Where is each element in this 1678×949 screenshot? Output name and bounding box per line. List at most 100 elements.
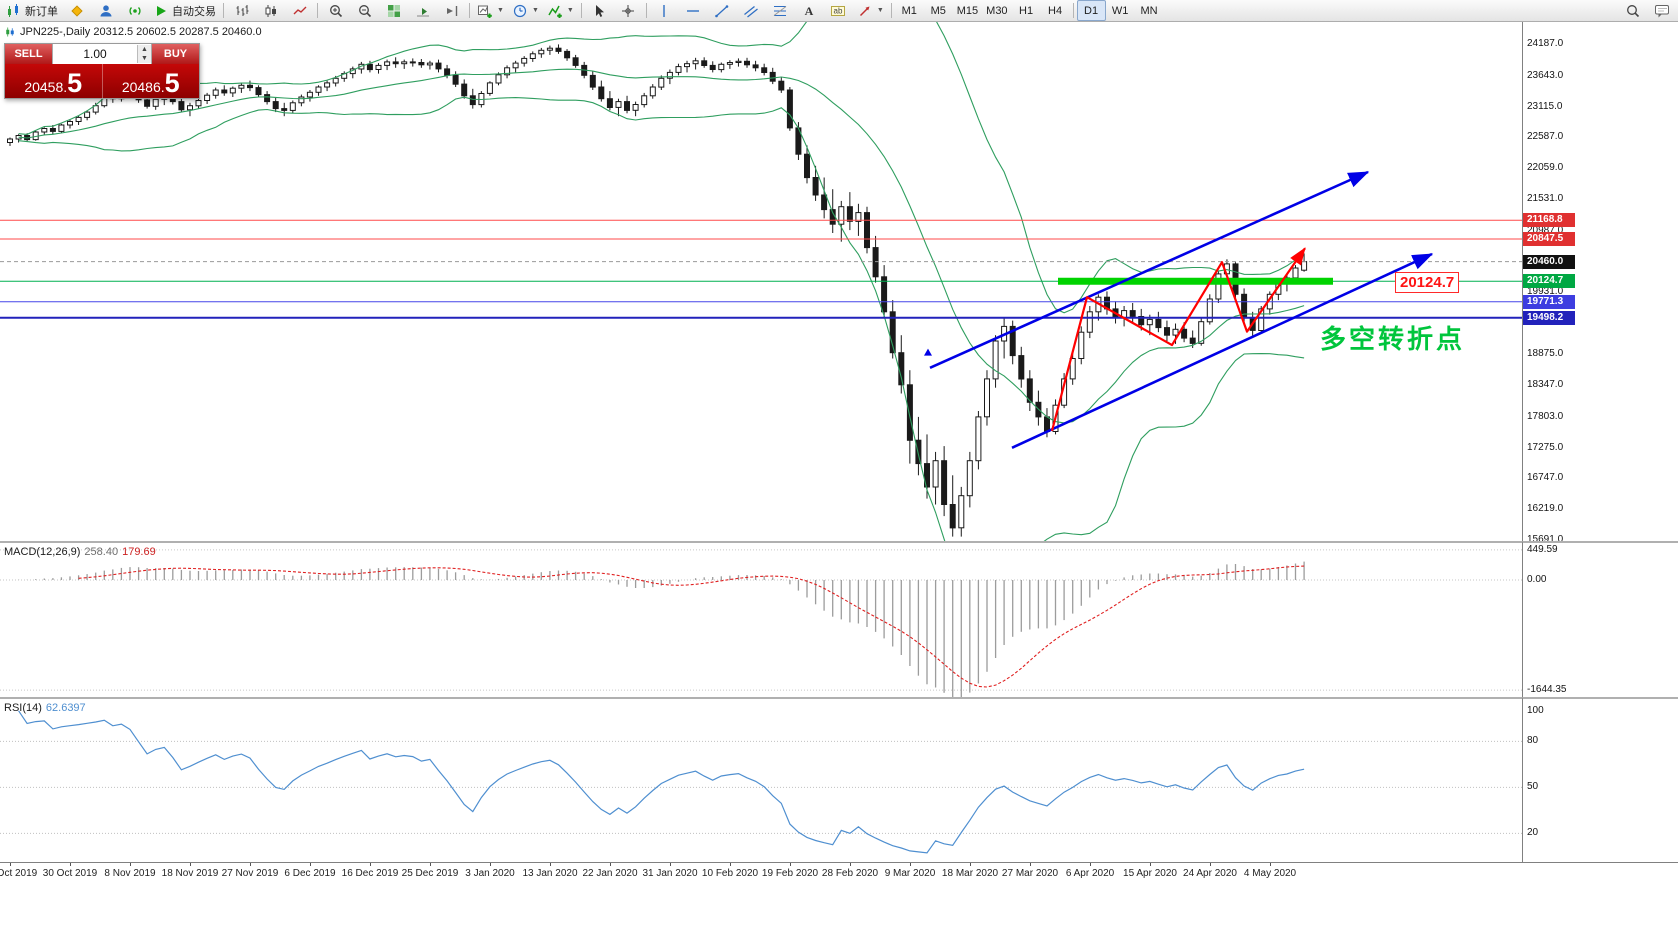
- spinner-down-icon[interactable]: ▼: [138, 54, 151, 63]
- time-tick-label: 25 Dec 2019: [401, 868, 459, 879]
- level-price-tag: 21168.8: [1523, 213, 1575, 227]
- periods-button[interactable]: ▼: [508, 0, 543, 21]
- candle-body: [1129, 310, 1136, 317]
- sell-button[interactable]: SELL: [5, 44, 52, 64]
- rsi-value: 62.6397: [45, 702, 86, 714]
- candle-body: [1138, 316, 1145, 326]
- current-price-tag: 20460.0: [1523, 255, 1575, 269]
- candle-body: [546, 47, 553, 51]
- rsi-panel[interactable]: RSI(14) 62.6397: [0, 697, 1522, 862]
- candle-body: [392, 61, 399, 65]
- toolbar-separator: [223, 3, 224, 18]
- mql5-community-button[interactable]: [62, 0, 91, 21]
- chat-button[interactable]: [1647, 0, 1676, 21]
- timeframe-h4-label: H4: [1048, 4, 1063, 17]
- zigzag-annotation[interactable]: [1050, 247, 1306, 432]
- time-tick: [250, 863, 251, 866]
- search-button[interactable]: [1618, 0, 1647, 21]
- horizontal-line-button[interactable]: [679, 0, 708, 21]
- turning-point-annotation[interactable]: 多空转折点: [1320, 324, 1466, 354]
- candle-body: [221, 89, 228, 94]
- macd-canvas[interactable]: [0, 543, 1522, 697]
- time-tick-label: 13 Jan 2020: [522, 868, 578, 879]
- spinner-up-icon[interactable]: ▲: [138, 45, 151, 54]
- timeframe-m1-button[interactable]: M1: [895, 0, 924, 21]
- buy-price[interactable]: 20486. 5: [101, 64, 200, 98]
- price-axis[interactable]: 24187.0 23643.0 23115.0 22587.0 22059.0 21531…: [1522, 22, 1678, 541]
- market-news-button[interactable]: [120, 0, 149, 21]
- timeframe-m5-button[interactable]: M5: [924, 0, 953, 21]
- fibonacci-retracement-button[interactable]: [766, 0, 795, 21]
- candle-body: [949, 504, 956, 529]
- user-profile-button[interactable]: [91, 0, 120, 21]
- arrows-button[interactable]: ▼: [853, 0, 888, 21]
- macd-header: MACD(12,26,9) 258.40 179.69: [4, 546, 156, 558]
- trendline-button[interactable]: [708, 0, 737, 21]
- macd-panel[interactable]: MACD(12,26,9) 258.40 179.69: [0, 541, 1522, 697]
- chart-symbol-icon: [6, 27, 14, 37]
- candle-body: [958, 495, 965, 529]
- zoom-out-button[interactable]: [350, 0, 379, 21]
- candle-body: [332, 77, 339, 84]
- vertical-line-button[interactable]: [650, 0, 679, 21]
- timeframe-w1-button[interactable]: W1: [1106, 0, 1135, 21]
- rsi-canvas[interactable]: [0, 699, 1522, 862]
- chart-shift-button[interactable]: [437, 0, 466, 21]
- candle-body: [1009, 325, 1016, 357]
- timeframe-h4-button[interactable]: H4: [1041, 0, 1070, 21]
- main-chart-panel[interactable]: JPN225-,Daily 20312.5 20602.5 20287.5 20…: [0, 22, 1522, 541]
- text-button[interactable]: A: [795, 0, 824, 21]
- time-tick-label: 16 Dec 2019: [341, 868, 399, 879]
- trend-channel-line[interactable]: [929, 170, 1370, 369]
- zoom-in-icon: [329, 4, 342, 17]
- auto-trading-button[interactable]: 自动交易: [149, 0, 220, 21]
- chart-line-button[interactable]: [285, 0, 314, 21]
- templates-button[interactable]: ▼: [543, 0, 578, 21]
- tile-windows-button[interactable]: [379, 0, 408, 21]
- time-tick-label: 21 Oct 2019: [0, 868, 38, 879]
- lot-spinner[interactable]: ▲ ▼: [137, 45, 151, 63]
- equidistant-channel-button[interactable]: [737, 0, 766, 21]
- main-chart-canvas[interactable]: [0, 22, 1522, 541]
- axis-tick-label: 23115.0: [1527, 101, 1563, 112]
- candle-body: [812, 177, 819, 196]
- candle-body: [589, 74, 596, 88]
- timeframe-m15-button[interactable]: M15: [953, 0, 982, 21]
- crosshair-button[interactable]: [614, 0, 643, 21]
- zoom-in-button[interactable]: [321, 0, 350, 21]
- candle-body: [281, 108, 288, 111]
- chart-bars-button[interactable]: [227, 0, 256, 21]
- candle-body: [769, 71, 776, 82]
- level-price-tag: 20124.7: [1523, 274, 1575, 288]
- timeframe-m30-button[interactable]: M30: [982, 0, 1011, 21]
- sell-price[interactable]: 20458. 5: [5, 64, 102, 98]
- buy-button[interactable]: BUY: [152, 44, 199, 64]
- timeframe-mn-button[interactable]: MN: [1135, 0, 1164, 21]
- macd-axis[interactable]: 449.59 0.00 -1644.35: [1522, 541, 1678, 697]
- timeframe-d1-button[interactable]: D1: [1076, 0, 1106, 21]
- play-icon: [157, 5, 166, 16]
- price-callout-label[interactable]: 20124.7: [1395, 272, 1460, 293]
- cursor-icon: [596, 4, 605, 17]
- candle-body: [889, 311, 896, 354]
- candle-body: [744, 60, 750, 66]
- text-label-button[interactable]: ab: [824, 0, 853, 21]
- new-chart-button[interactable]: ▼: [473, 0, 508, 21]
- cursor-button[interactable]: [585, 0, 614, 21]
- up-arrow-marker[interactable]: [924, 348, 932, 356]
- new-order-button[interactable]: 新订单: [2, 0, 62, 21]
- candle-body: [512, 62, 519, 69]
- candle-body: [84, 111, 91, 118]
- candle-body: [1164, 327, 1170, 336]
- trend-channel-line[interactable]: [1011, 252, 1434, 449]
- candle-body: [178, 101, 185, 111]
- diamond-icon: [70, 4, 83, 17]
- rsi-axis[interactable]: 100 80 50 20: [1522, 697, 1678, 862]
- time-axis[interactable]: 21 Oct 2019 30 Oct 2019 8 Nov 2019 18 Nov 2…: [0, 862, 1522, 882]
- chart-candlesticks-button[interactable]: [256, 0, 285, 21]
- lot-size-field[interactable]: 1.00 ▲ ▼: [52, 44, 152, 64]
- bollinger-lower: [18, 96, 1305, 541]
- timeframe-h1-button[interactable]: H1: [1012, 0, 1041, 21]
- axis-tick-label: 22587.0: [1527, 131, 1564, 142]
- auto-scroll-button[interactable]: [408, 0, 437, 21]
